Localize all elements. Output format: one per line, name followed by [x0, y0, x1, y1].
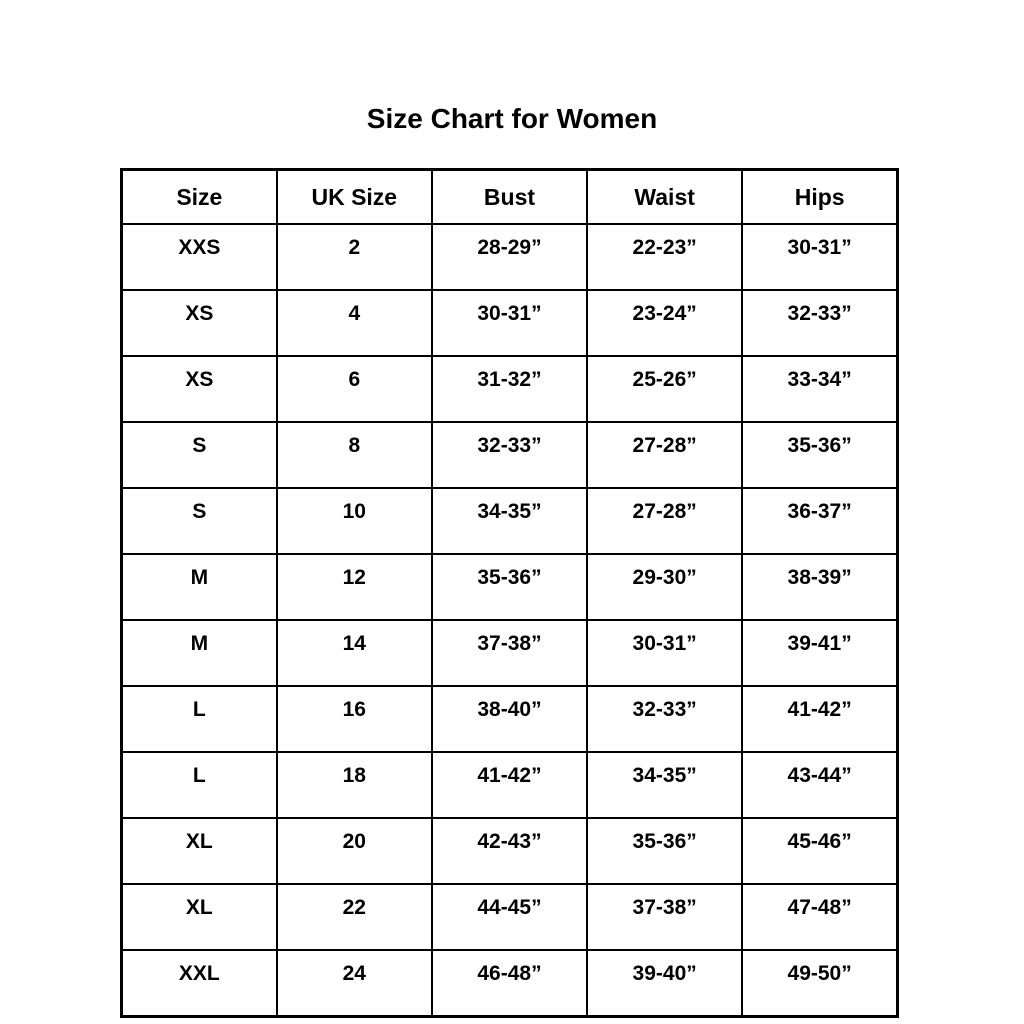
table-cell: 47-48” [741, 883, 899, 951]
table-cell: 33-34” [741, 355, 899, 423]
table-cell: XL [120, 817, 278, 885]
table-cell: 42-43” [430, 817, 589, 885]
column-header-hips: Hips [741, 168, 899, 225]
column-header-waist: Waist [586, 168, 744, 225]
table-cell: 29-30” [586, 553, 744, 621]
size-chart-body: XXS 2 28-29” 22-23” 30-31” XS 4 30-31” 23-24” 32-… [120, 223, 899, 1018]
table-cell: 32-33” [586, 685, 744, 753]
table-cell: S [120, 487, 278, 555]
table-cell: 41-42” [741, 685, 899, 753]
table-cell: 38-39” [741, 553, 899, 621]
table-cell: 37-38” [430, 619, 589, 687]
table-cell: 34-35” [586, 751, 744, 819]
table-cell: XS [120, 289, 278, 357]
table-cell: XS [120, 355, 278, 423]
table-cell: 46-48” [430, 949, 589, 1018]
table-cell: 8 [275, 421, 433, 489]
table-cell: 44-45” [430, 883, 589, 951]
table-cell: 6 [275, 355, 433, 423]
table-cell: 30-31” [430, 289, 589, 357]
table-cell: 22-23” [586, 223, 744, 291]
table-cell: L [120, 751, 278, 819]
table-cell: 43-44” [741, 751, 899, 819]
table-cell: 35-36” [741, 421, 899, 489]
table-cell: L [120, 685, 278, 753]
table-cell: 30-31” [586, 619, 744, 687]
table-row: XL 22 44-45” 37-38” 47-48” [120, 883, 899, 951]
table-row: XS 6 31-32” 25-26” 33-34” [120, 355, 899, 423]
table-row: S 8 32-33” 27-28” 35-36” [120, 421, 899, 489]
table-cell: XXL [120, 949, 278, 1018]
table-cell: 10 [275, 487, 433, 555]
table-cell: 39-41” [741, 619, 899, 687]
table-row: L 18 41-42” 34-35” 43-44” [120, 751, 899, 819]
column-header-size: Size [120, 168, 278, 225]
table-cell: 36-37” [741, 487, 899, 555]
header-row: Size UK Size Bust Waist Hips [120, 168, 899, 225]
table-cell: 38-40” [430, 685, 589, 753]
table-row: XXS 2 28-29” 22-23” 30-31” [120, 223, 899, 291]
table-cell: 24 [275, 949, 433, 1018]
table-cell: 35-36” [586, 817, 744, 885]
table-cell: 4 [275, 289, 433, 357]
table-cell: 22 [275, 883, 433, 951]
table-cell: 45-46” [741, 817, 899, 885]
table-cell: 27-28” [586, 487, 744, 555]
table-cell: 39-40” [586, 949, 744, 1018]
table-cell: 30-31” [741, 223, 899, 291]
table-row: XXL 24 46-48” 39-40” 49-50” [120, 949, 899, 1018]
table-cell: 37-38” [586, 883, 744, 951]
size-chart-header: Size UK Size Bust Waist Hips [120, 168, 899, 225]
table-cell: 28-29” [430, 223, 589, 291]
size-chart-table: Size UK Size Bust Waist Hips XXS 2 28-29” 2… [120, 168, 899, 1018]
page-title: Size Chart for Women [366, 103, 658, 134]
table-cell: 23-24” [586, 289, 744, 357]
table-cell: 41-42” [430, 751, 589, 819]
table-cell: S [120, 421, 278, 489]
table-row: M 12 35-36” 29-30” 38-39” [120, 553, 899, 621]
table-cell: 34-35” [430, 487, 589, 555]
table-cell: 49-50” [741, 949, 899, 1018]
column-header-uk-size: UK Size [275, 168, 433, 225]
table-cell: M [120, 553, 278, 621]
table-cell: 16 [275, 685, 433, 753]
column-header-bust: Bust [430, 168, 589, 225]
table-cell: M [120, 619, 278, 687]
table-row: XL 20 42-43” 35-36” 45-46” [120, 817, 899, 885]
table-cell: XXS [120, 223, 278, 291]
table-cell: 2 [275, 223, 433, 291]
table-cell: 25-26” [586, 355, 744, 423]
table-cell: 14 [275, 619, 433, 687]
table-cell: 31-32” [430, 355, 589, 423]
table-cell: 18 [275, 751, 433, 819]
table-cell: 27-28” [586, 421, 744, 489]
table-cell: 32-33” [741, 289, 899, 357]
table-row: L 16 38-40” 32-33” 41-42” [120, 685, 899, 753]
table-cell: XL [120, 883, 278, 951]
table-row: S 10 34-35” 27-28” 36-37” [120, 487, 899, 555]
table-cell: 32-33” [430, 421, 589, 489]
table-cell: 12 [275, 553, 433, 621]
table-cell: 20 [275, 817, 433, 885]
table-cell: 35-36” [430, 553, 589, 621]
table-row: M 14 37-38” 30-31” 39-41” [120, 619, 899, 687]
table-row: XS 4 30-31” 23-24” 32-33” [120, 289, 899, 357]
